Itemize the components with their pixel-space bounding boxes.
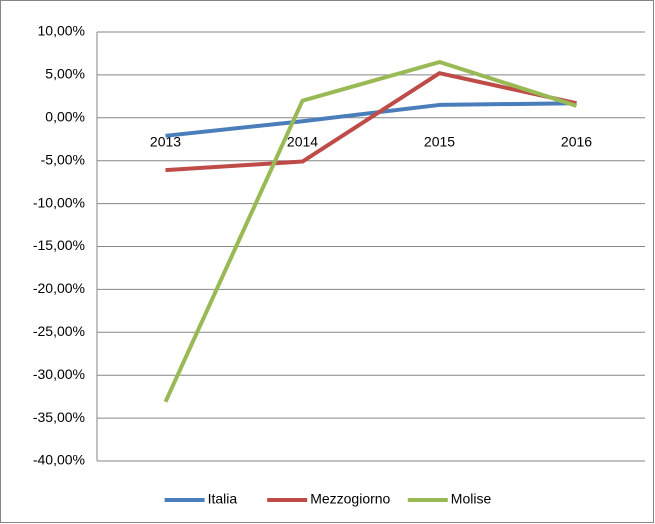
series-line (165, 101, 577, 138)
series-line (165, 71, 577, 173)
y-tick-label: -25,00% (33, 323, 85, 339)
y-tick-label: -5,00% (41, 151, 85, 167)
y-tick-label: 10,00% (38, 23, 85, 39)
y-tick-label: 5,00% (45, 66, 85, 82)
y-tick-label: -20,00% (33, 280, 85, 296)
x-tick-label: 2016 (561, 134, 592, 150)
y-tick-label: 0,00% (45, 109, 85, 125)
y-tick-label: -15,00% (33, 237, 85, 253)
x-tick-label: 2013 (150, 134, 181, 150)
legend-label: Italia (208, 491, 238, 507)
x-tick-label: 2014 (287, 134, 318, 150)
y-tick-label: -10,00% (33, 194, 85, 210)
y-tick-label: -40,00% (33, 452, 85, 468)
y-tick-label: -35,00% (33, 409, 85, 425)
series-line (163, 60, 578, 403)
y-tick-label: -30,00% (33, 366, 85, 382)
x-tick-label: 2015 (424, 134, 455, 150)
legend-label: Mezzogiorno (310, 491, 390, 507)
legend-label: Molise (451, 491, 492, 507)
